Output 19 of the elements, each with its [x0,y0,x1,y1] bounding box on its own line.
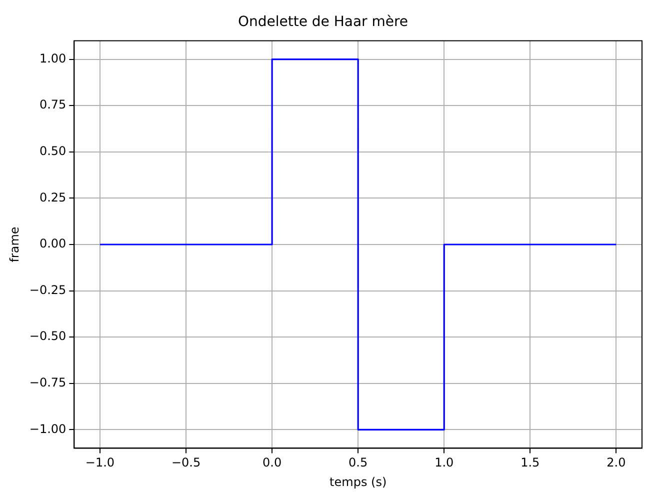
x-tick-label: −0.5 [171,456,201,470]
chart-title: Ondelette de Haar mère [238,14,408,30]
y-tick-label: 0.75 [39,98,66,112]
x-tick-label: 0.0 [262,456,282,470]
y-tick-label: −0.25 [29,282,66,297]
y-axis-title: frame [7,226,22,262]
y-tick-label: 1.00 [39,51,66,66]
x-tick-label: −1.0 [85,456,115,470]
x-tick-label: 2.0 [606,456,626,470]
y-tick-label: 0.25 [39,190,66,204]
x-tick-label: 0.5 [348,456,368,470]
y-tick-label: 0.00 [39,236,66,251]
y-tick-label: 0.50 [39,144,66,158]
x-axis-title: temps (s) [330,474,387,489]
y-tick-label: −0.50 [29,329,66,344]
x-tick-label: 1.0 [434,456,454,470]
y-tick-label: −1.00 [29,422,66,436]
y-tick-label: −0.75 [29,376,66,390]
x-tick-label: 1.5 [520,456,540,470]
